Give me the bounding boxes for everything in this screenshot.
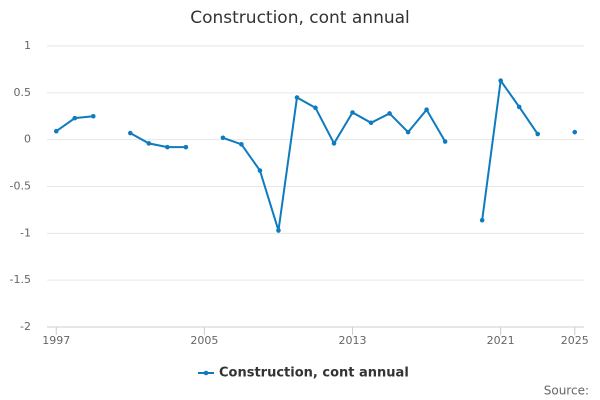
- point: [220, 135, 226, 141]
- point: [128, 130, 133, 136]
- legend-symbol: [203, 370, 209, 376]
- y-tick-label: 0: [24, 133, 31, 146]
- point: [257, 168, 263, 173]
- x-tick-label: 2021: [487, 334, 515, 347]
- point: [146, 141, 152, 146]
- point: [72, 115, 78, 121]
- point: [368, 120, 374, 126]
- point: [294, 95, 300, 100]
- point: [350, 110, 355, 115]
- y-tick-label: -1.5: [10, 273, 31, 286]
- x-tick-label: 2013: [339, 334, 367, 347]
- y-tick-label: 1: [24, 39, 31, 52]
- point: [53, 128, 59, 134]
- point: [239, 142, 244, 147]
- y-tick-label: -2: [20, 320, 31, 333]
- point: [90, 113, 96, 119]
- point: [479, 217, 485, 223]
- x-tick-label: 1997: [42, 334, 70, 347]
- point: [276, 228, 281, 233]
- point: [498, 78, 503, 83]
- point: [572, 129, 578, 135]
- point: [405, 129, 411, 135]
- point: [183, 144, 189, 150]
- y-tick-label: 0.5: [14, 86, 32, 99]
- x-tick-label: 2005: [190, 334, 218, 347]
- point: [331, 141, 337, 146]
- y-tick-label: -1: [20, 226, 31, 239]
- series-line: [56, 81, 574, 231]
- point: [424, 107, 429, 112]
- point: [535, 131, 541, 137]
- chart-title: Construction, cont annual: [190, 8, 410, 28]
- point: [442, 139, 448, 144]
- legend: Construction, cont annual: [219, 366, 409, 381]
- point: [516, 104, 522, 110]
- point: [165, 144, 170, 150]
- x-tick-label: 2025: [561, 334, 589, 347]
- point: [313, 105, 318, 111]
- point: [387, 111, 392, 116]
- source: Source:: [544, 384, 589, 398]
- y-tick-label: -0.5: [10, 180, 31, 193]
